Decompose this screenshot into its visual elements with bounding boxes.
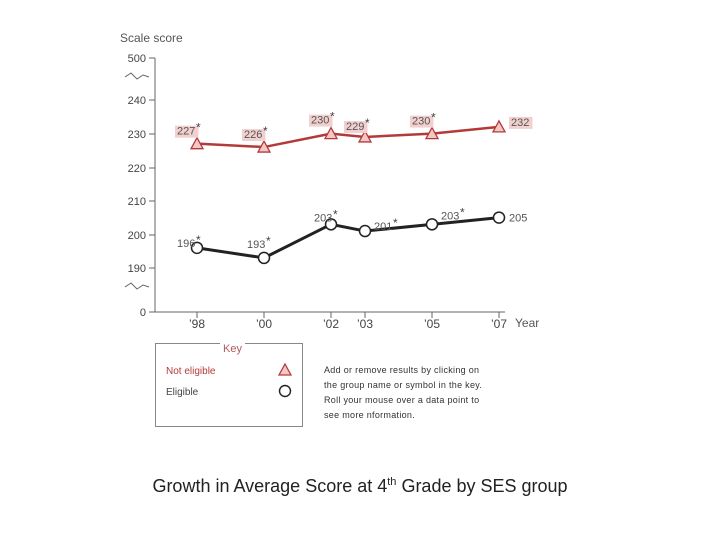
axes: 0 190 200 210 220 230 240 500 ’98 ’00 ’02 ’03 ’05 ’07 <box>124 53 507 331</box>
data-label: 196 <box>177 238 195 250</box>
circle-icon <box>190 241 204 255</box>
circle-icon <box>425 218 439 231</box>
circle-icon <box>324 218 338 231</box>
significance-star: * <box>365 116 370 130</box>
significance-star: * <box>431 111 436 125</box>
x-tick-label: ’07 <box>491 317 507 331</box>
series-line-not-eligible <box>196 125 500 149</box>
figure-caption: Growth in Average Score at 4th Grade by … <box>0 476 720 497</box>
significance-star: * <box>196 233 201 247</box>
x-tick-label: ’02 <box>323 317 339 331</box>
circle-icon <box>257 251 271 265</box>
data-label: 201 <box>374 221 392 233</box>
legend-key: Not eligible Eligible <box>155 343 303 427</box>
data-label-bg <box>309 114 333 127</box>
x-tick-label: ’03 <box>357 317 373 331</box>
axis-break-icon <box>124 282 150 290</box>
y-tick-label: 200 <box>128 230 146 242</box>
instructions-line: see more nformation. <box>324 410 416 420</box>
x-tick-label: ’05 <box>424 317 440 331</box>
data-label: 203 <box>314 212 332 224</box>
data-label: 229 <box>346 121 364 133</box>
caption-superscript: th <box>387 476 397 488</box>
caption-text: Growth in Average Score at 4 <box>152 476 388 496</box>
data-label: 227 <box>177 126 195 138</box>
data-label: 226 <box>244 129 262 141</box>
data-label: 230 <box>311 115 329 127</box>
x-axis-label: Year <box>515 316 539 330</box>
significance-star: * <box>460 205 465 219</box>
y-tick-label: 220 <box>128 163 146 175</box>
axis-break-icon <box>124 72 150 80</box>
significance-star: * <box>333 207 338 221</box>
significance-star: * <box>393 216 398 230</box>
x-tick-label: ’98 <box>189 317 205 331</box>
series-line-eligible <box>196 216 500 260</box>
triangle-icon <box>491 119 507 133</box>
x-tick-label: ’00 <box>256 317 272 331</box>
circle-icon <box>492 211 506 224</box>
y-tick-label: 240 <box>128 95 146 107</box>
caption-text-end: Grade by SES group <box>396 476 568 496</box>
legend-item-not-eligible[interactable]: Not eligible <box>166 366 216 377</box>
y-tick-label: 230 <box>128 129 146 141</box>
data-label-bg <box>242 129 266 142</box>
data-label-bg <box>509 116 533 129</box>
circle-icon[interactable] <box>278 384 292 403</box>
y-tick-label: 210 <box>128 196 146 208</box>
data-label: 230 <box>412 116 430 128</box>
instructions-text: Add or remove results by clicking on the… <box>324 363 504 423</box>
circle-icon <box>358 224 372 238</box>
y-axis-label: Scale score <box>120 31 183 45</box>
data-label: 205 <box>509 213 527 225</box>
triangle-icon <box>424 126 440 140</box>
data-label-bg <box>175 125 199 138</box>
data-label-bg <box>410 115 434 128</box>
significance-star: * <box>196 121 201 135</box>
legend-title: Key <box>220 343 245 355</box>
significance-star: * <box>330 110 335 124</box>
y-tick-label: 500 <box>128 53 146 65</box>
y-tick-label: 190 <box>128 263 146 275</box>
y-tick-label: 0 <box>140 307 146 319</box>
legend-item-eligible[interactable]: Eligible <box>166 387 199 398</box>
significance-star: * <box>263 124 268 138</box>
instructions-line: the group name or symbol in the key. <box>324 380 483 390</box>
triangle-icon <box>189 136 205 150</box>
data-label: 203 <box>441 210 459 222</box>
significance-star: * <box>266 234 271 248</box>
data-label-bg <box>344 120 368 133</box>
triangle-icon <box>323 126 339 140</box>
data-label: 193 <box>247 239 265 251</box>
instructions-line: Add or remove results by clicking on <box>324 365 480 375</box>
triangle-icon <box>256 139 272 153</box>
triangle-icon <box>357 129 373 143</box>
data-label: 232 <box>511 117 529 129</box>
instructions-line: Roll your mouse over a data point to <box>324 395 480 405</box>
triangle-icon[interactable] <box>277 362 293 381</box>
